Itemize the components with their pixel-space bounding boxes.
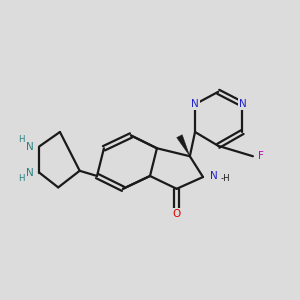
Text: N: N <box>26 142 33 152</box>
Text: N: N <box>26 167 33 178</box>
Text: F: F <box>258 151 263 161</box>
Polygon shape <box>177 135 190 156</box>
Text: N: N <box>238 99 246 109</box>
Text: N: N <box>209 171 217 181</box>
Text: -H: -H <box>221 174 231 183</box>
Text: N: N <box>191 99 199 109</box>
Text: O: O <box>172 209 181 219</box>
Text: H: H <box>19 174 25 183</box>
Text: H: H <box>19 135 25 144</box>
